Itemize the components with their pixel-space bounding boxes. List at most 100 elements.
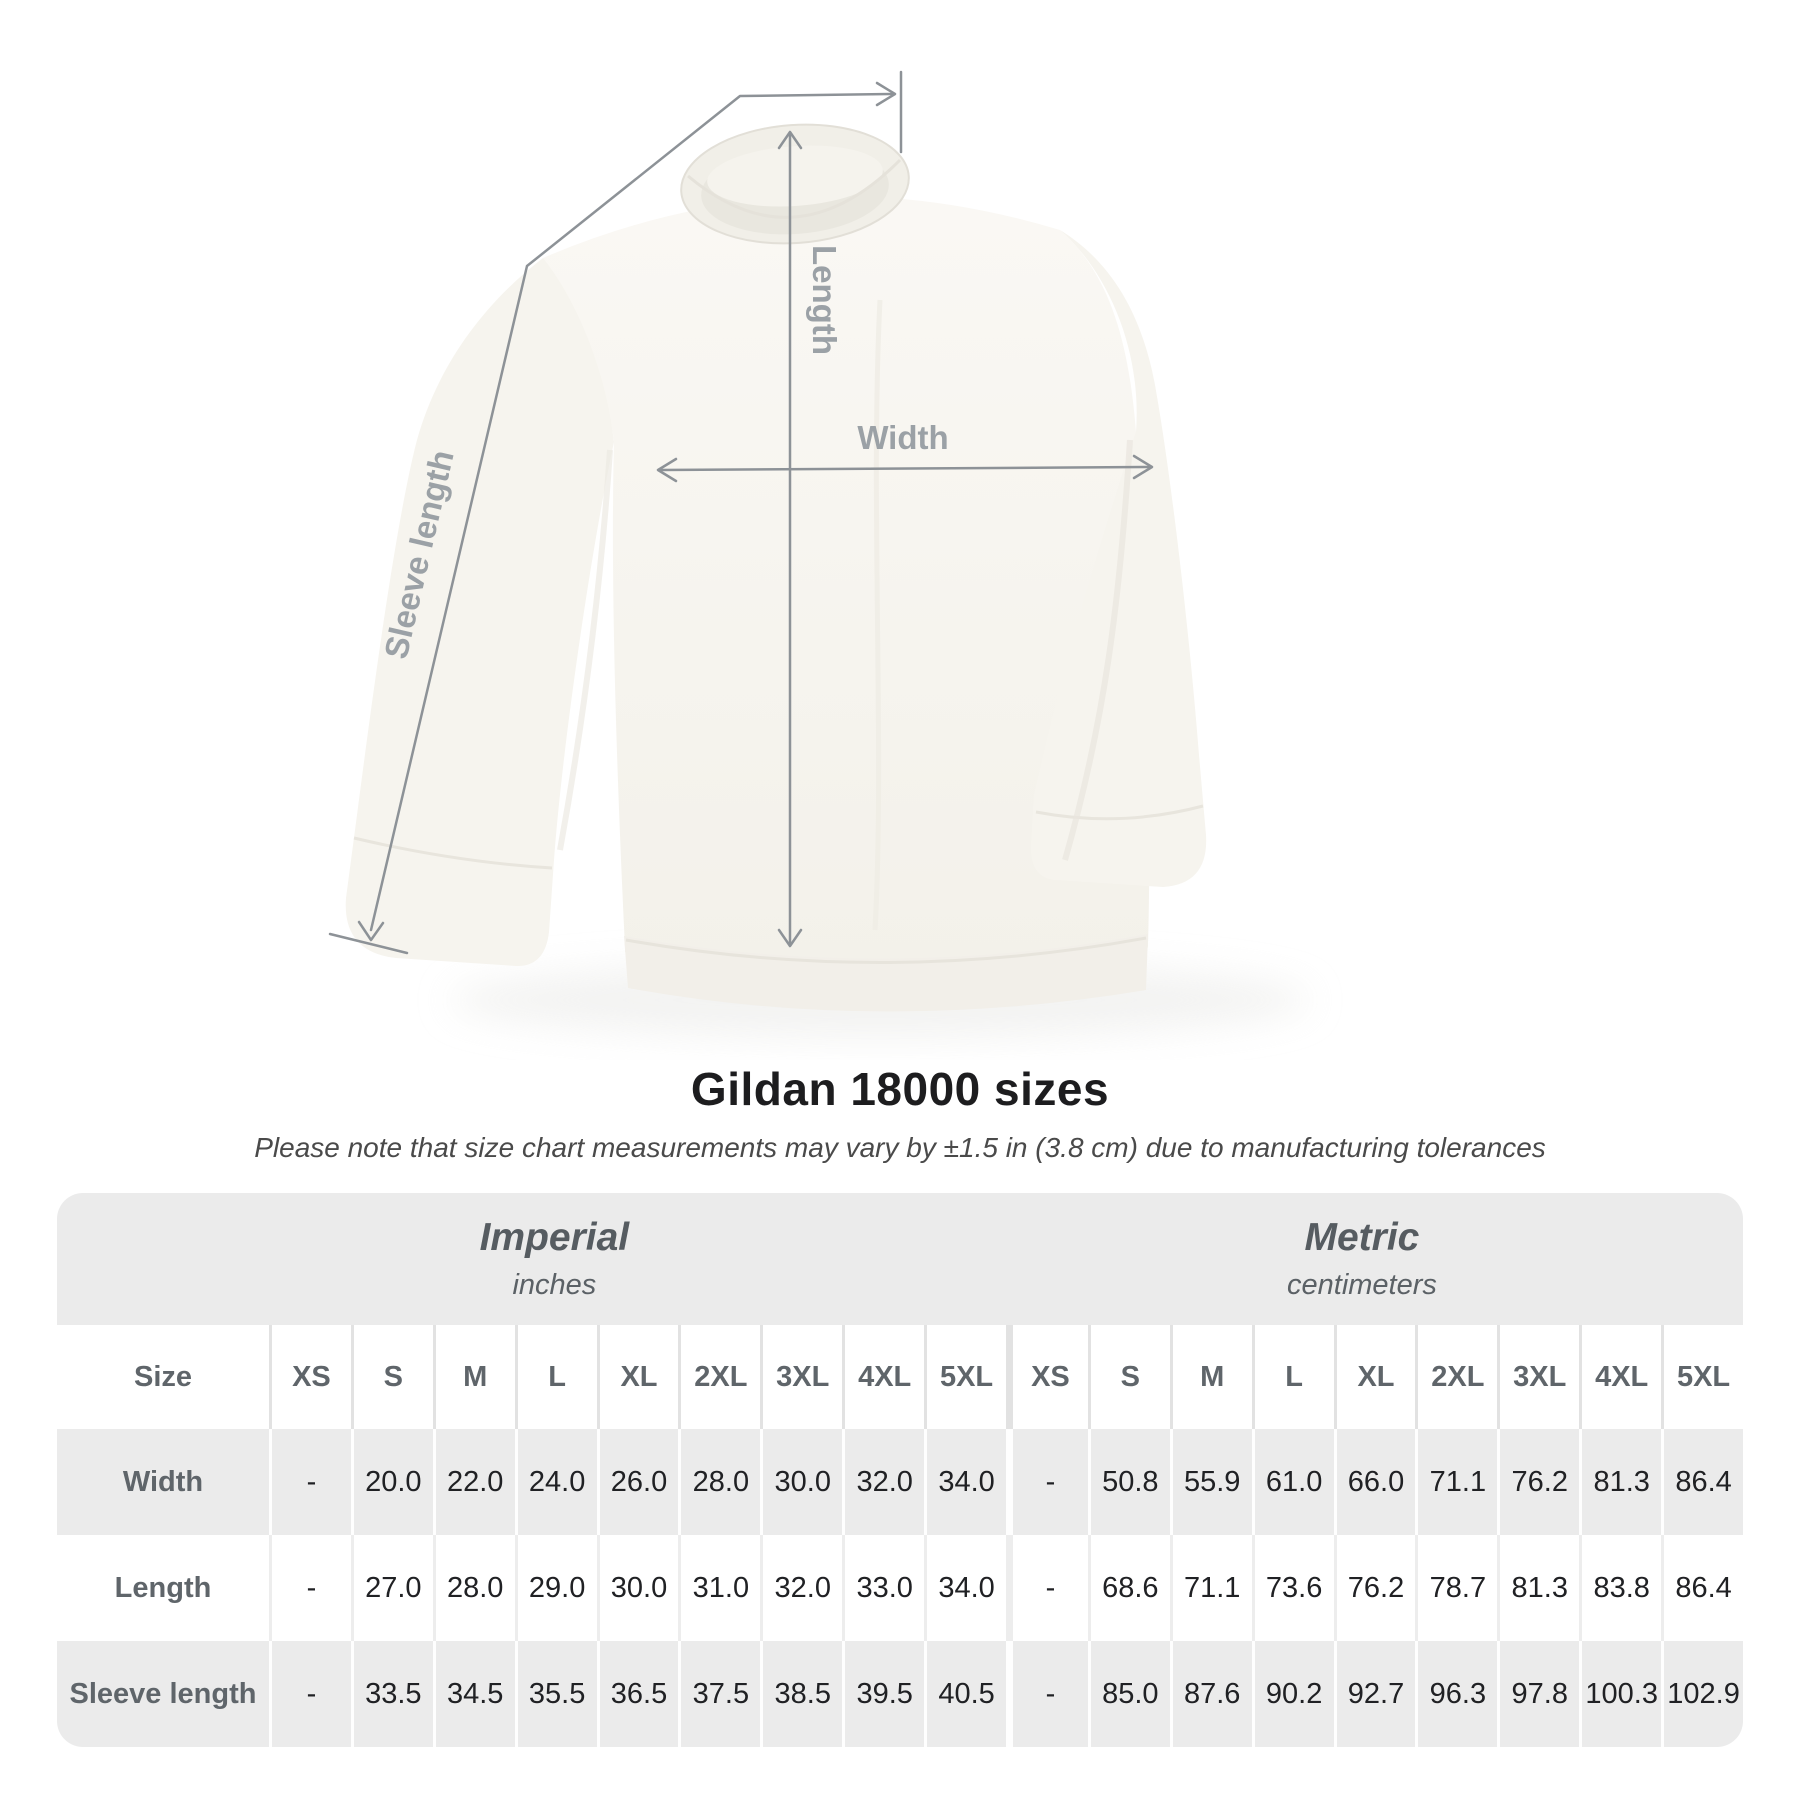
metric-value-cell: - [1005,1535,1088,1641]
imperial-value-cell: 33.5 [350,1641,433,1747]
imperial-value-cell: 33.0 [842,1535,925,1641]
size-header-imperial: 5XL [924,1325,1006,1429]
imperial-value-cell: - [269,1429,351,1535]
size-column-header: Size [57,1325,269,1429]
metric-value-cell: 81.3 [1579,1429,1662,1535]
tolerance-note: Please note that size chart measurements… [254,1132,1546,1163]
size-header-metric: XL [1333,1325,1416,1429]
imperial-value-cell: 26.0 [596,1429,679,1535]
width-arrow [656,454,1154,483]
imperial-value-cell: 28.0 [678,1429,761,1535]
imperial-value-cell: 35.5 [514,1641,597,1747]
garment-hem-band [624,934,1148,1012]
width-measure-label: Width [857,419,948,456]
garment-body [543,195,1150,972]
metric-value-cell: 97.8 [1497,1641,1580,1747]
garment-left-sleeve [345,258,614,967]
size-header-metric: XS [1005,1325,1088,1429]
length-measure-label: Length [806,245,843,355]
imperial-value-cell: - [269,1641,351,1747]
imperial-value-cell: 20.0 [350,1429,433,1535]
right-cuff-seam [1035,804,1204,821]
metric-value-cell: 76.2 [1497,1429,1580,1535]
size-header-metric: S [1087,1325,1170,1429]
length-arrow [777,130,803,948]
imperial-value-cell: 38.5 [760,1641,843,1747]
imperial-value-cell: 37.5 [678,1641,761,1747]
imperial-value-cell: 32.0 [760,1535,843,1641]
imperial-value-cell: - [269,1535,351,1641]
metric-value-cell: 55.9 [1169,1429,1252,1535]
imperial-value-cell: 40.5 [924,1641,1006,1747]
left-sleeve-fold [557,449,613,851]
size-header-metric: 5XL [1661,1325,1743,1429]
left-cuff-seam [353,836,553,870]
imperial-value-cell: 24.0 [514,1429,597,1535]
metric-value-cell: 50.8 [1087,1429,1170,1535]
size-table-grid: Size XS S M L XL 2XL 3XL 4XL 5XL XS S M L XL 2XL 3XL 4XL 5… [57,1325,1743,1747]
size-table: Imperial inches Metric centimeters Size X… [57,1193,1743,1747]
measurement-row-label: Sleeve length [57,1641,269,1747]
body-fold [872,299,883,931]
garment-collar [680,123,910,245]
metric-value-cell: 73.6 [1251,1535,1334,1641]
metric-value-cell: 86.4 [1661,1429,1743,1535]
metric-value-cell: 81.3 [1497,1535,1580,1641]
metric-unit-group: Metric centimeters [1287,1216,1437,1302]
metric-value-cell: 61.0 [1251,1429,1334,1535]
imperial-sublabel: inches [512,1269,597,1301]
sweatshirt-diagram: Length Width Sleeve length [328,70,1310,1038]
imperial-value-cell: 36.5 [596,1641,679,1747]
size-header-metric: 2XL [1415,1325,1498,1429]
size-header-metric: 4XL [1579,1325,1662,1429]
size-header-metric: L [1251,1325,1334,1429]
imperial-value-cell: 32.0 [842,1429,925,1535]
imperial-value-cell: 22.0 [432,1429,515,1535]
metric-value-cell: 78.7 [1415,1535,1498,1641]
size-header-imperial: L [514,1325,597,1429]
imperial-value-cell: 39.5 [842,1641,925,1747]
imperial-value-cell: 34.0 [924,1535,1006,1641]
imperial-value-cell: 27.0 [350,1535,433,1641]
metric-value-cell: 71.1 [1415,1429,1498,1535]
imperial-value-cell: 34.0 [924,1429,1006,1535]
size-header-imperial: 2XL [678,1325,761,1429]
metric-value-cell: 66.0 [1333,1429,1416,1535]
metric-value-cell: 68.6 [1087,1535,1170,1641]
metric-label: Metric [1304,1216,1420,1259]
imperial-value-cell: 29.0 [514,1535,597,1641]
metric-sublabel: centimeters [1287,1269,1437,1301]
metric-value-cell: 86.4 [1661,1535,1743,1641]
size-header-imperial: 3XL [760,1325,843,1429]
imperial-value-cell: 28.0 [432,1535,515,1641]
metric-value-cell: 96.3 [1415,1641,1498,1747]
metric-value-cell: 92.7 [1333,1641,1416,1747]
measurement-row-label: Width [57,1429,269,1535]
size-header-metric: 3XL [1497,1325,1580,1429]
imperial-unit-group: Imperial inches [480,1216,630,1302]
metric-value-cell: 90.2 [1251,1641,1334,1747]
size-header-imperial: XS [269,1325,351,1429]
metric-value-cell: - [1005,1429,1088,1535]
metric-value-cell: 76.2 [1333,1535,1416,1641]
metric-value-cell: 71.1 [1169,1535,1252,1641]
imperial-value-cell: 31.0 [678,1535,761,1641]
page-title: Gildan 18000 sizes [690,1063,1110,1115]
size-header-imperial: S [350,1325,433,1429]
size-header-imperial: XL [596,1325,679,1429]
metric-value-cell: 85.0 [1087,1641,1170,1747]
unit-band: Imperial inches Metric centimeters [57,1193,1743,1325]
size-header-metric: M [1169,1325,1252,1429]
measurement-row-label: Length [57,1535,269,1641]
title-block: Gildan 18000 sizes Please note that size… [0,1062,1800,1164]
garment-illustration [345,123,1207,1012]
imperial-value-cell: 34.5 [432,1641,515,1747]
metric-value-cell: 102.9 [1661,1641,1743,1747]
imperial-label: Imperial [479,1216,630,1259]
metric-value-cell: 100.3 [1579,1641,1662,1747]
hem-seam [625,936,1147,964]
right-sleeve-fold [1062,439,1133,861]
metric-value-cell: 87.6 [1169,1641,1252,1747]
size-header-imperial: 4XL [842,1325,925,1429]
metric-value-cell: 83.8 [1579,1535,1662,1641]
